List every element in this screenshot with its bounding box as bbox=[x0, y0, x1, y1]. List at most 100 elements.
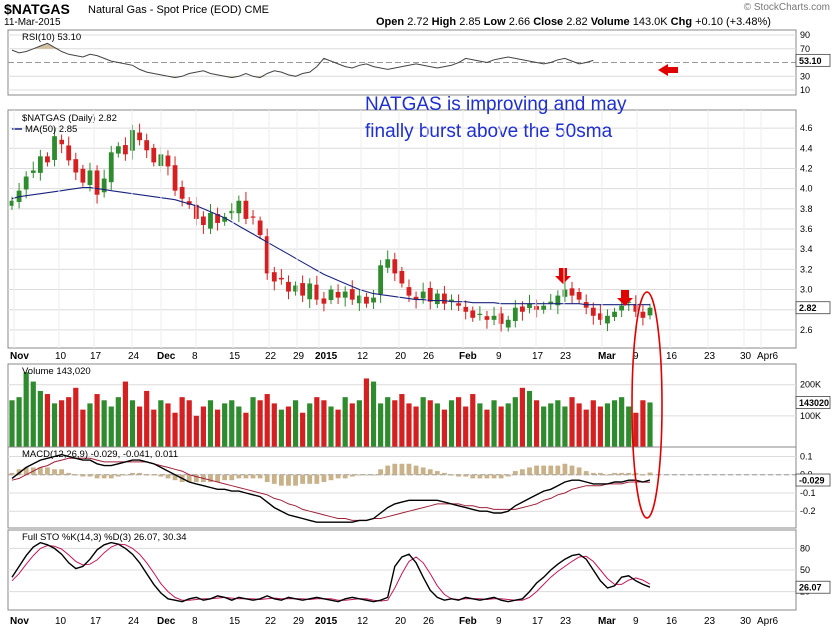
macd-histogram-bar bbox=[612, 472, 617, 475]
candle-body bbox=[470, 310, 476, 318]
x-axis-label: 9 bbox=[496, 351, 502, 362]
volume-bar bbox=[30, 381, 36, 447]
sto-title: Full STO %K(14,3) %D(3) 26.07, 30.34 bbox=[22, 532, 187, 543]
volume-bar bbox=[519, 387, 525, 447]
candle-body bbox=[548, 301, 554, 304]
volume-bar bbox=[583, 409, 589, 447]
macd-histogram-bar bbox=[356, 474, 362, 476]
volume-bar bbox=[158, 400, 164, 447]
volume-last-value: 143020 bbox=[799, 398, 829, 408]
macd-histogram-bar bbox=[123, 474, 128, 476]
volume-bar bbox=[441, 409, 448, 447]
volume-bar bbox=[491, 400, 497, 447]
price-last-value-box bbox=[795, 301, 831, 315]
macd-histogram-bar bbox=[87, 474, 93, 477]
candle-body bbox=[66, 145, 72, 161]
x-axis-label-bottom: 16 bbox=[666, 616, 678, 627]
candle-body bbox=[328, 289, 334, 301]
low-value: 2.66 bbox=[508, 16, 531, 28]
macd-histogram-bar bbox=[619, 472, 625, 475]
volume-bar bbox=[470, 394, 476, 447]
macd-histogram-bar bbox=[597, 472, 603, 475]
ma50-line bbox=[11, 187, 650, 306]
macd-histogram-bar bbox=[193, 474, 199, 483]
macd-histogram-bar bbox=[434, 471, 440, 475]
volume-bar bbox=[335, 409, 341, 447]
candle-body bbox=[278, 277, 284, 280]
sto-tick-label: 50 bbox=[800, 565, 810, 575]
price-tick-label: 4.6 bbox=[800, 123, 813, 133]
volume-bar bbox=[257, 400, 263, 447]
volume-bar bbox=[349, 403, 355, 447]
macd-histogram-bar bbox=[534, 465, 539, 475]
volume-bar bbox=[647, 402, 653, 447]
volume-last-value-box bbox=[795, 396, 831, 409]
macd-histogram-bar bbox=[520, 469, 525, 475]
macd-histogram-bar bbox=[349, 474, 355, 477]
candle-body bbox=[456, 303, 461, 306]
candle-body bbox=[449, 299, 454, 302]
candle-body bbox=[427, 287, 433, 302]
volume-bar bbox=[484, 409, 490, 447]
price-tick-label: 3.4 bbox=[800, 244, 813, 254]
volume-bar bbox=[392, 400, 398, 447]
macd-histogram-bar bbox=[647, 472, 653, 475]
volume-bar bbox=[498, 406, 504, 447]
x-axis-label-bottom: 26 bbox=[423, 616, 435, 627]
candle-body bbox=[477, 313, 483, 315]
volume-bar bbox=[214, 409, 221, 447]
volume-bar bbox=[548, 403, 554, 447]
volume-bar bbox=[562, 406, 568, 447]
volume-bar bbox=[151, 409, 157, 447]
candle-body bbox=[30, 170, 36, 173]
candle-body bbox=[130, 130, 135, 151]
candle-body bbox=[541, 305, 547, 310]
x-axis-label: 12 bbox=[357, 351, 369, 362]
macd-histogram-bar bbox=[172, 474, 178, 481]
macd-histogram-bar bbox=[236, 474, 242, 479]
macd-histogram-bar bbox=[264, 474, 270, 483]
macd-last-value: -0.029 bbox=[799, 476, 825, 486]
x-axis-label: 26 bbox=[423, 351, 435, 362]
candle-body bbox=[52, 136, 57, 160]
candle-body bbox=[23, 176, 29, 190]
candle-body bbox=[491, 315, 497, 320]
candle-body bbox=[236, 200, 242, 214]
sto-last-value-box bbox=[795, 580, 831, 594]
macd-histogram-bar bbox=[420, 467, 426, 475]
volume-bar bbox=[307, 403, 313, 447]
x-axis-label: Apr6 bbox=[757, 351, 779, 362]
macd-histogram-bar bbox=[108, 474, 114, 479]
volume-bar bbox=[321, 400, 327, 447]
macd-histogram-bar bbox=[470, 474, 476, 479]
volume-bar bbox=[427, 400, 433, 447]
macd-histogram-bar bbox=[300, 474, 306, 484]
candle-body bbox=[434, 293, 440, 305]
volume-bar bbox=[200, 406, 206, 447]
volume-bar bbox=[626, 406, 632, 447]
candle-body bbox=[144, 140, 150, 151]
macd-histogram-bar bbox=[328, 474, 334, 481]
x-axis-label-bottom: 22 bbox=[265, 616, 277, 627]
candle-body bbox=[520, 306, 525, 312]
price-tick-label: 2.6 bbox=[800, 325, 813, 335]
macd-histogram-bar bbox=[491, 474, 497, 479]
candle-body bbox=[442, 293, 447, 304]
candle-body bbox=[37, 156, 43, 173]
macd-histogram-bar bbox=[406, 463, 412, 475]
candle-body bbox=[229, 210, 235, 214]
macd-histogram-bar bbox=[427, 469, 433, 475]
annotation-line-1: NATGAS is improving and may bbox=[365, 94, 627, 115]
macd-last-value-box bbox=[795, 473, 831, 487]
macd-histogram-bar bbox=[449, 474, 454, 476]
macd-histogram-bar bbox=[541, 465, 547, 475]
rsi-tick-label: 10 bbox=[800, 85, 810, 95]
volume-bar bbox=[526, 390, 533, 447]
macd-histogram-bar bbox=[278, 474, 284, 486]
x-axis-label: 10 bbox=[55, 351, 67, 362]
open-value: 2.72 bbox=[407, 16, 429, 28]
rsi-tick-label: 70 bbox=[800, 44, 810, 54]
macd-histogram-bar bbox=[512, 471, 518, 475]
volume-bar bbox=[66, 397, 72, 447]
